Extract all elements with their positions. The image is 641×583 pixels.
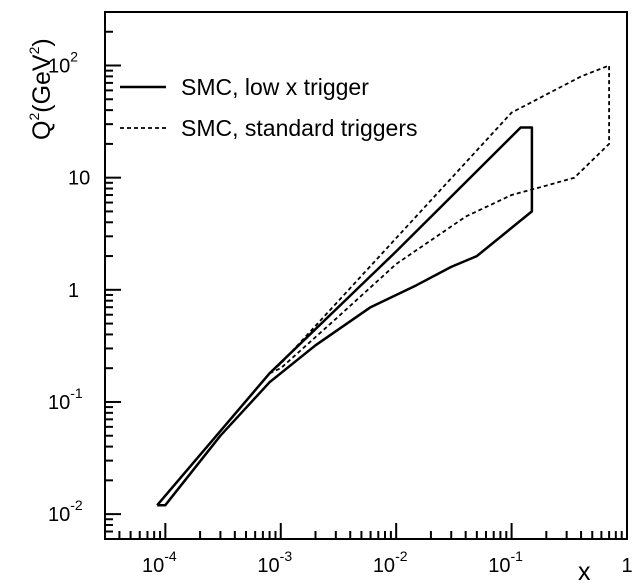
series-standard-triggers: [269, 64, 610, 375]
legend-label-standard: SMC, standard triggers: [181, 115, 417, 141]
y-tick-base: 10: [48, 56, 70, 78]
y-tick-base: 10: [48, 392, 70, 414]
x-tick-label: 10-2: [373, 548, 408, 577]
x-tick-label: 1: [621, 555, 632, 577]
y-axis-title-unit: (GeV: [28, 54, 56, 113]
y-tick-label: 10-2: [48, 497, 83, 526]
y-tick-base: 10: [48, 504, 70, 526]
series-layer: [156, 64, 610, 507]
x-tick-base: 10: [488, 555, 510, 577]
x-tick-exp: -3: [280, 548, 293, 564]
y-tick-base: 10: [68, 168, 90, 190]
y-tick-exp: 2: [70, 49, 78, 65]
x-tick-base: 10: [373, 555, 395, 577]
y-tick-exp: -2: [70, 497, 83, 513]
legend-label-low-x: SMC, low x trigger: [181, 74, 369, 100]
x-tick-label: 10-3: [257, 548, 292, 577]
y-tick-label: 1: [68, 280, 79, 302]
y-axis-title-close: ): [28, 38, 56, 46]
y-tick-label: 10: [68, 168, 90, 190]
y-tick-label: 10-1: [48, 385, 83, 414]
x-tick-base: 10: [257, 555, 279, 577]
series-low-x-trigger: [156, 126, 534, 507]
y-tick-exp: -1: [70, 385, 83, 401]
plot-frame: [104, 11, 628, 540]
y-axis-title-unit-exp: 2: [26, 46, 42, 54]
x-axis-title: x: [578, 558, 591, 583]
x-tick-base: 10: [142, 555, 164, 577]
y-tick-base: 1: [68, 280, 79, 302]
y-axis-title-base: Q: [28, 121, 56, 140]
x-tick-label: 10-1: [488, 548, 523, 577]
x-tick-label: 10-4: [142, 548, 177, 577]
y-axis-title: Q2(GeV2): [26, 38, 56, 140]
x-tick-exp: -4: [164, 548, 177, 564]
x-tick-base: 1: [621, 555, 632, 577]
y-tick-label: 102: [48, 49, 78, 78]
ticks: [104, 11, 628, 540]
y-axis-title-exp: 2: [26, 113, 42, 121]
x-tick-exp: -1: [510, 548, 523, 564]
x-tick-exp: -2: [395, 548, 408, 564]
legend: SMC, low x trigger SMC, standard trigger…: [120, 74, 417, 141]
